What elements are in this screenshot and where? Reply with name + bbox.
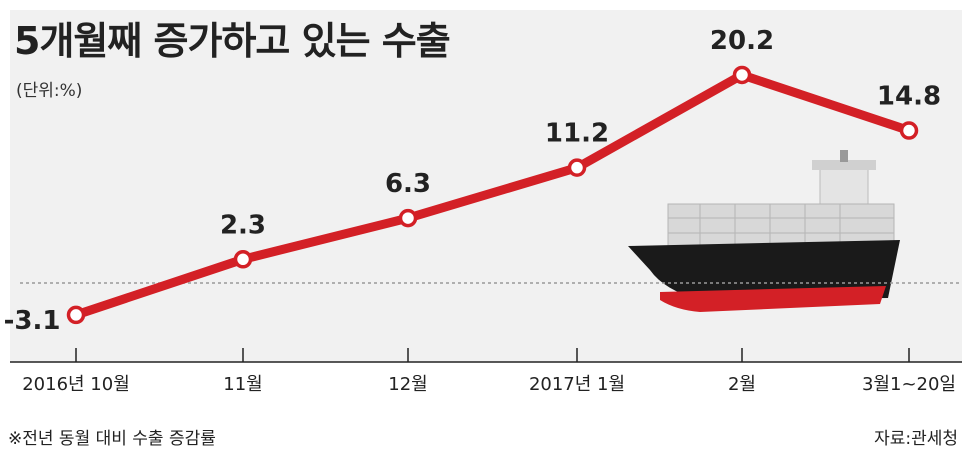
x-tick-label: 2월 [728, 374, 756, 395]
x-tick-label: 3월1~20일 [862, 374, 956, 395]
x-tick-label: 12월 [388, 374, 427, 395]
data-point [899, 121, 919, 140]
data-label: 14.8 [877, 82, 941, 112]
chart-title: 5개월째 증가하고 있는 수출 [14, 19, 451, 63]
data-point [567, 158, 587, 177]
data-label: -3.1 [4, 306, 61, 336]
data-point [233, 250, 253, 269]
cargo-ship-icon [628, 150, 900, 312]
data-point [66, 305, 86, 325]
data-label: 6.3 [385, 169, 431, 199]
x-tick-label: 2017년 1월 [529, 374, 625, 395]
series-line [71, 70, 914, 320]
source-label: 자료:관세청 [874, 429, 958, 449]
x-tick-label: 11월 [223, 374, 262, 395]
unit-label: (단위:%) [16, 81, 83, 101]
data-point [732, 65, 752, 85]
footnote: ※전년 동월 대비 수출 증감률 [8, 429, 216, 449]
data-label: 20.2 [710, 26, 774, 56]
data-point [398, 208, 418, 228]
x-tick-label: 2016년 10월 [22, 374, 130, 395]
data-label: 11.2 [545, 119, 609, 149]
data-label: 2.3 [220, 210, 266, 240]
